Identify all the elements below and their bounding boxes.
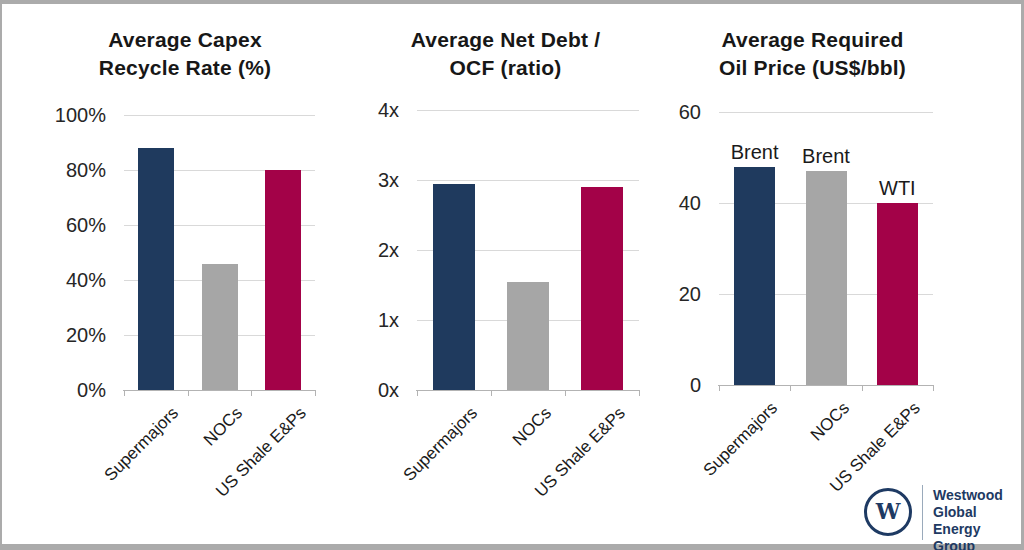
bar-annotation-wti: WTI [837, 177, 957, 199]
y-axis-label: 40 [621, 190, 701, 216]
x-axis-label-supermajors: Supermajors [400, 404, 481, 485]
frame-border-bottom [0, 544, 1024, 550]
gridline [124, 115, 315, 116]
chart-title-line: OCF (ratio) [372, 54, 639, 82]
y-axis-label: 40% [26, 267, 106, 293]
frame-border-left [0, 0, 2, 550]
gridline [417, 110, 639, 111]
axis-tick [491, 390, 492, 396]
bar-annotation-brent: Brent [766, 145, 886, 167]
y-axis-label: 0 [621, 372, 701, 398]
westwood-logo-circle-icon: W [864, 488, 912, 536]
gridline [719, 112, 933, 113]
axis-tick [862, 385, 863, 391]
axis-tick [124, 390, 125, 396]
axis-tick [565, 390, 566, 396]
axis-tick [188, 390, 189, 396]
bar-us-shale-e-ps [877, 203, 918, 385]
logo-line-1: Westwood [933, 487, 1020, 504]
westwood-w-icon: W [876, 498, 901, 524]
axis-tick [315, 390, 316, 396]
logo-divider [922, 485, 923, 540]
y-axis-label: 60 [621, 99, 701, 125]
y-axis-label: 1x [319, 307, 399, 333]
bar-nocs [806, 171, 847, 385]
gridline [417, 180, 639, 181]
axis-tick [417, 390, 418, 396]
x-axis-label-supermajors: Supermajors [102, 404, 183, 485]
axis-tick [719, 385, 720, 391]
y-axis-label: 0% [26, 377, 106, 403]
axis-tick [790, 385, 791, 391]
bar-us-shale-e-ps [581, 187, 623, 390]
y-axis-label: 80% [26, 157, 106, 183]
westwood-logo-text: Westwood Global Energy Group [933, 487, 1020, 550]
chart-title: Average Net Debt /OCF (ratio) [372, 26, 639, 82]
y-axis-label: 2x [319, 237, 399, 263]
y-axis-label: 20 [621, 281, 701, 307]
westwood-logo: W Westwood Global Energy Group [858, 484, 1020, 544]
x-axis-line [123, 390, 316, 391]
bar-us-shale-e-ps [265, 170, 301, 390]
x-axis-label-nocs: NOCs [807, 399, 852, 444]
x-axis-label-nocs: NOCs [509, 404, 554, 449]
bar-supermajors [734, 167, 775, 385]
y-axis-label: 0x [319, 377, 399, 403]
y-axis-label: 3x [319, 167, 399, 193]
bar-nocs [507, 282, 549, 391]
infographic-canvas: Average CapexRecycle Rate (%) 100% 80% 60% 4… [0, 0, 1024, 550]
chart-title-line: Average Capex [55, 26, 315, 54]
bar-nocs [202, 264, 238, 391]
x-axis-line [718, 385, 934, 386]
y-axis-label: 60% [26, 212, 106, 238]
logo-line-3: Group [933, 538, 1020, 550]
axis-tick [933, 385, 934, 391]
logo-line-2: Global Energy [933, 504, 1020, 538]
chart-title-line: Average Net Debt / [372, 26, 639, 54]
y-axis-label: 4x [319, 97, 399, 123]
y-axis-label: 100% [26, 102, 106, 128]
frame-border-top [0, 0, 1024, 4]
x-axis-label-nocs: NOCs [201, 404, 246, 449]
x-axis-line [416, 390, 640, 391]
chart-title-line: Recycle Rate (%) [55, 54, 315, 82]
chart-title-line: Average Required [692, 26, 933, 54]
chart-title-line: Oil Price (US$/bbl) [692, 54, 933, 82]
y-axis-label: 20% [26, 322, 106, 348]
chart-title: Average CapexRecycle Rate (%) [55, 26, 315, 82]
bar-supermajors [138, 148, 174, 390]
bar-supermajors [433, 184, 475, 391]
chart-title: Average RequiredOil Price (US$/bbl) [692, 26, 933, 82]
axis-tick [251, 390, 252, 396]
x-axis-label-supermajors: Supermajors [701, 399, 782, 480]
